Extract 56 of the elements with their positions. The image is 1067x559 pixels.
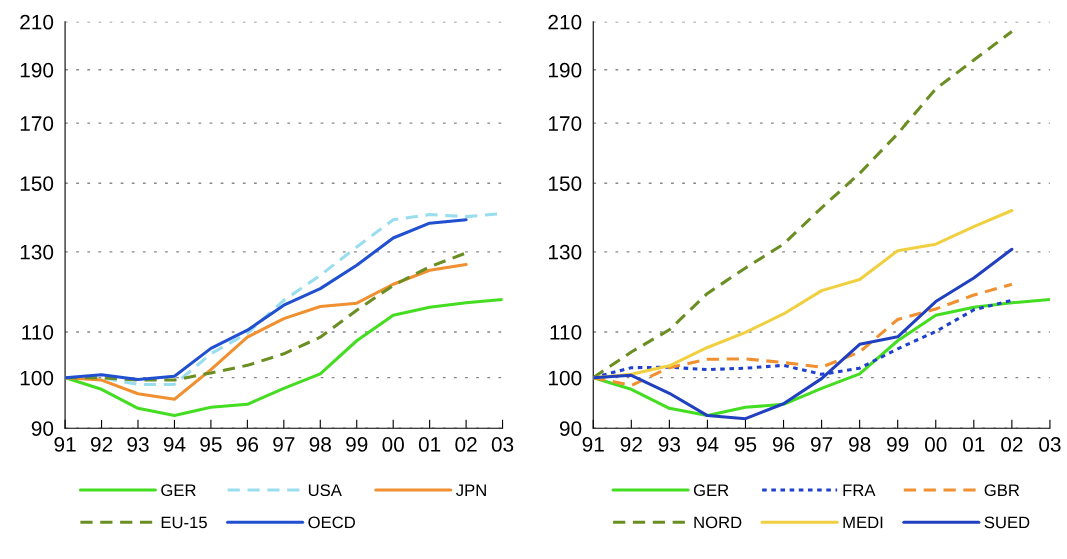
x-tick-label: 00 — [924, 437, 947, 452]
x-tick-label: 92 — [620, 437, 642, 452]
y-tick-label: 130 — [548, 244, 582, 260]
y-tick-label: 150 — [548, 176, 582, 191]
x-tick-label: 93 — [127, 437, 149, 452]
x-tick-label: 02 — [455, 437, 477, 452]
y-tick-label: 190 — [20, 62, 54, 78]
legend-label: MEDI — [843, 516, 883, 529]
y-tick-label: 100 — [20, 370, 54, 386]
x-tick-label: 98 — [309, 437, 331, 452]
x-tick-label: 94 — [163, 437, 186, 452]
x-tick-label: 96 — [236, 437, 259, 452]
legend-label: GER — [693, 484, 729, 497]
legend-label: USA — [308, 484, 342, 497]
x-tick-label: 02 — [1001, 437, 1023, 452]
x-tick-label: 95 — [734, 437, 757, 452]
x-tick-label: 96 — [772, 437, 795, 452]
y-tick-label: 210 — [548, 14, 582, 30]
x-tick-label: 99 — [346, 437, 368, 452]
x-tick-label: 95 — [200, 437, 222, 452]
legend-label: EU-15 — [161, 516, 207, 529]
legend-label: GER — [161, 484, 196, 497]
y-tick-label: 150 — [20, 176, 54, 191]
x-tick-label: 94 — [696, 437, 719, 452]
x-tick-label: 92 — [90, 437, 113, 452]
y-tick-label: 90 — [559, 421, 582, 436]
line-series — [593, 247, 1014, 421]
y-tick-label: 190 — [548, 62, 582, 78]
x-tick-label: 03 — [1039, 437, 1061, 452]
line-series — [65, 297, 503, 418]
legend-label: SUED — [984, 516, 1030, 529]
x-tick-label: 97 — [810, 437, 833, 452]
legend-label: FRA — [843, 484, 876, 496]
line-series — [593, 282, 1014, 387]
legend-label: JPN — [456, 484, 486, 497]
x-tick-label: 00 — [382, 437, 404, 452]
legend-label: GBR — [984, 484, 1020, 497]
y-tick-label: 170 — [20, 116, 54, 131]
legend-label: OECD — [308, 516, 355, 529]
y-tick-label: 90 — [31, 421, 54, 436]
y-tick-label: 110 — [22, 324, 54, 340]
y-tick-label: 100 — [548, 370, 582, 386]
x-tick-label: 97 — [273, 437, 295, 452]
x-tick-label: 01 — [418, 437, 441, 452]
y-tick-label: 110 — [550, 324, 582, 340]
x-tick-label: 91 — [582, 437, 604, 452]
x-tick-label: 91 — [54, 437, 76, 452]
x-tick-label: 99 — [887, 437, 909, 452]
x-tick-label: 93 — [658, 437, 681, 452]
y-tick-label: 130 — [20, 244, 54, 260]
y-tick-label: 170 — [548, 116, 582, 131]
y-tick-label: 210 — [20, 14, 54, 30]
x-tick-label: 01 — [963, 437, 985, 452]
x-tick-label: 98 — [849, 437, 871, 452]
x-tick-label: 03 — [491, 437, 514, 452]
legend-label: NORD — [694, 516, 742, 529]
